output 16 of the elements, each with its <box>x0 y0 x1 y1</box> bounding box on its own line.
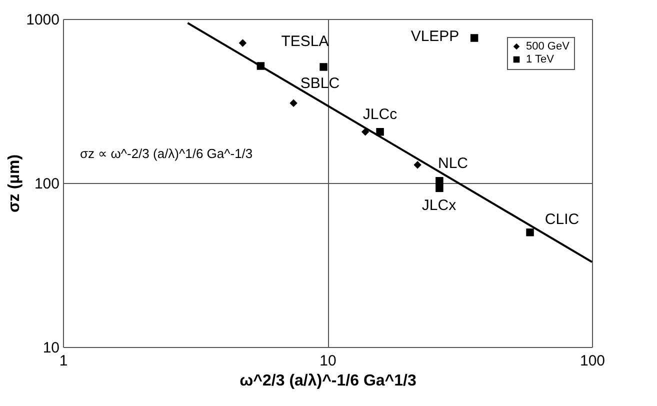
y-tick-label: 10 <box>42 340 60 356</box>
annotation: CLIC <box>544 211 580 228</box>
y-axis-title: σz (μm) <box>6 154 24 213</box>
y-tick-label: 100 <box>34 176 60 192</box>
x-tick-label: 10 <box>320 352 336 370</box>
x-tick-label: 1 <box>59 352 68 370</box>
legend-label: 500 GeV <box>526 40 570 52</box>
annotation: JLCc <box>362 106 398 123</box>
x-axis-title: ω^2/3 (a/λ)^-1/6 Ga^1/3 <box>240 372 416 390</box>
annotation: σz ∝ ω^-2/3 (a/λ)^1/6 Ga^-1/3 <box>80 146 253 161</box>
legend-label: 1 TeV <box>526 54 555 66</box>
x-tick-label: 100 <box>580 352 606 370</box>
annotation: VLEPP <box>410 28 460 45</box>
annotation: JLCx <box>422 197 457 214</box>
y-tick-label: 1000 <box>26 12 60 28</box>
annotation: NLC <box>438 155 468 172</box>
